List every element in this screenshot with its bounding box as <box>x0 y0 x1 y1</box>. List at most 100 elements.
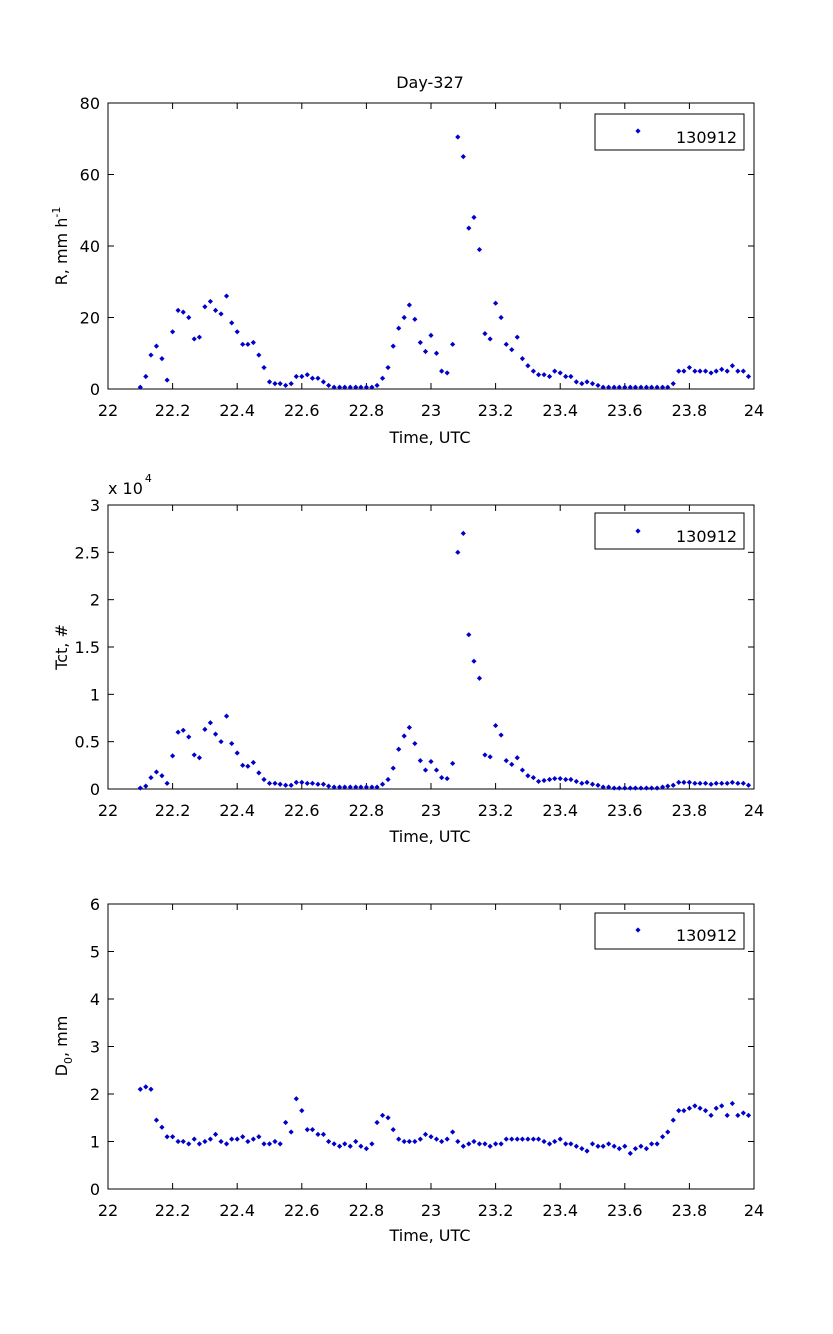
data-point <box>283 382 289 389</box>
data-point <box>487 336 493 342</box>
data-point <box>401 1138 407 1145</box>
data-point <box>606 784 612 790</box>
data-point <box>649 785 655 791</box>
data-point <box>299 373 305 380</box>
data-point <box>266 780 273 786</box>
data-points <box>137 1084 752 1156</box>
data-point <box>186 734 192 740</box>
data-point <box>374 1119 380 1126</box>
y-axis-label: R, mm h-1 <box>50 207 71 286</box>
data-point <box>509 1136 515 1142</box>
y-axis-ticks: 0 20 40 60 80 <box>80 94 754 399</box>
data-point <box>670 381 676 387</box>
data-point <box>735 368 741 374</box>
y-axis-label-text: R, mm h <box>52 218 71 286</box>
data-point <box>455 1138 461 1145</box>
data-point <box>546 1141 553 1147</box>
data-point <box>428 1134 434 1140</box>
x-tick-label: 22 <box>98 1201 118 1220</box>
data-point <box>665 384 671 390</box>
y-tick-label: 2 <box>90 1085 100 1104</box>
y-axis-ticks: 0 1 2 3 4 5 6 <box>90 895 754 1199</box>
data-point <box>606 384 612 390</box>
data-point <box>288 381 294 387</box>
data-point <box>396 325 402 331</box>
data-point <box>740 780 746 786</box>
data-point <box>331 784 337 790</box>
x-tick-label: 23.8 <box>672 801 708 820</box>
data-point <box>530 368 536 374</box>
y-tick-label: 3 <box>90 1038 100 1057</box>
data-point <box>708 370 714 376</box>
data-point <box>240 1134 246 1140</box>
data-point <box>552 775 558 782</box>
x-tick-label: 23.2 <box>478 1201 514 1220</box>
data-point <box>401 733 407 739</box>
data-point <box>309 1127 316 1133</box>
data-point <box>692 368 698 374</box>
data-point <box>745 373 752 380</box>
x-tick-label: 23.4 <box>542 801 578 820</box>
x-tick-label: 23.4 <box>542 1201 578 1220</box>
data-point <box>336 384 343 390</box>
data-point <box>412 1138 418 1145</box>
data-point <box>309 375 316 381</box>
data-point <box>735 780 741 786</box>
data-point <box>390 1127 396 1133</box>
data-point <box>207 298 213 305</box>
data-point <box>557 775 563 782</box>
data-point <box>170 1134 176 1140</box>
data-point <box>342 384 348 390</box>
x-tick-label: 22.8 <box>349 801 385 820</box>
data-point <box>557 1136 563 1142</box>
data-point <box>406 1138 412 1145</box>
data-point <box>175 729 181 735</box>
data-point <box>272 381 278 387</box>
data-point <box>331 1141 337 1147</box>
data-point <box>509 761 515 767</box>
data-point <box>460 1143 466 1149</box>
y-tick-label: 5 <box>90 943 100 962</box>
x-tick-label: 23.4 <box>542 401 578 420</box>
data-point <box>250 759 256 766</box>
data-point <box>261 776 267 783</box>
data-point <box>595 1143 601 1149</box>
data-point <box>304 1127 310 1133</box>
data-point <box>708 1112 714 1118</box>
data-point <box>277 381 283 387</box>
data-point <box>514 755 520 761</box>
data-point <box>390 765 396 771</box>
y-axis-label: D0, mm <box>52 1016 75 1077</box>
data-point <box>654 384 660 390</box>
data-point <box>353 784 359 790</box>
data-point <box>439 368 445 374</box>
data-point <box>740 368 746 374</box>
data-point <box>584 1148 590 1154</box>
y-tick-label: 1 <box>90 685 100 704</box>
x-tick-label: 23 <box>421 401 441 420</box>
data-point <box>606 1141 612 1147</box>
data-point <box>148 775 154 781</box>
y-tick-label: 80 <box>80 94 100 113</box>
data-point <box>159 356 165 362</box>
x-axis-label: Time, UTC <box>388 1226 470 1245</box>
data-point <box>379 375 386 381</box>
data-point <box>573 379 579 385</box>
data-point <box>358 384 364 390</box>
data-point <box>649 384 655 390</box>
data-point <box>353 384 359 390</box>
data-point <box>288 1129 294 1135</box>
data-point <box>579 381 585 387</box>
data-point <box>358 784 364 790</box>
data-point <box>724 368 730 374</box>
y-axis-ticks: 0 0.5 1 1.5 2 2.5 3 <box>75 496 754 799</box>
data-point <box>148 1086 154 1092</box>
data-point <box>369 384 375 390</box>
data-point <box>692 780 698 786</box>
data-point <box>170 329 176 335</box>
x-tick-label: 23.8 <box>672 1201 708 1220</box>
data-point <box>406 302 412 308</box>
data-point <box>336 784 343 790</box>
data-point <box>493 300 499 306</box>
